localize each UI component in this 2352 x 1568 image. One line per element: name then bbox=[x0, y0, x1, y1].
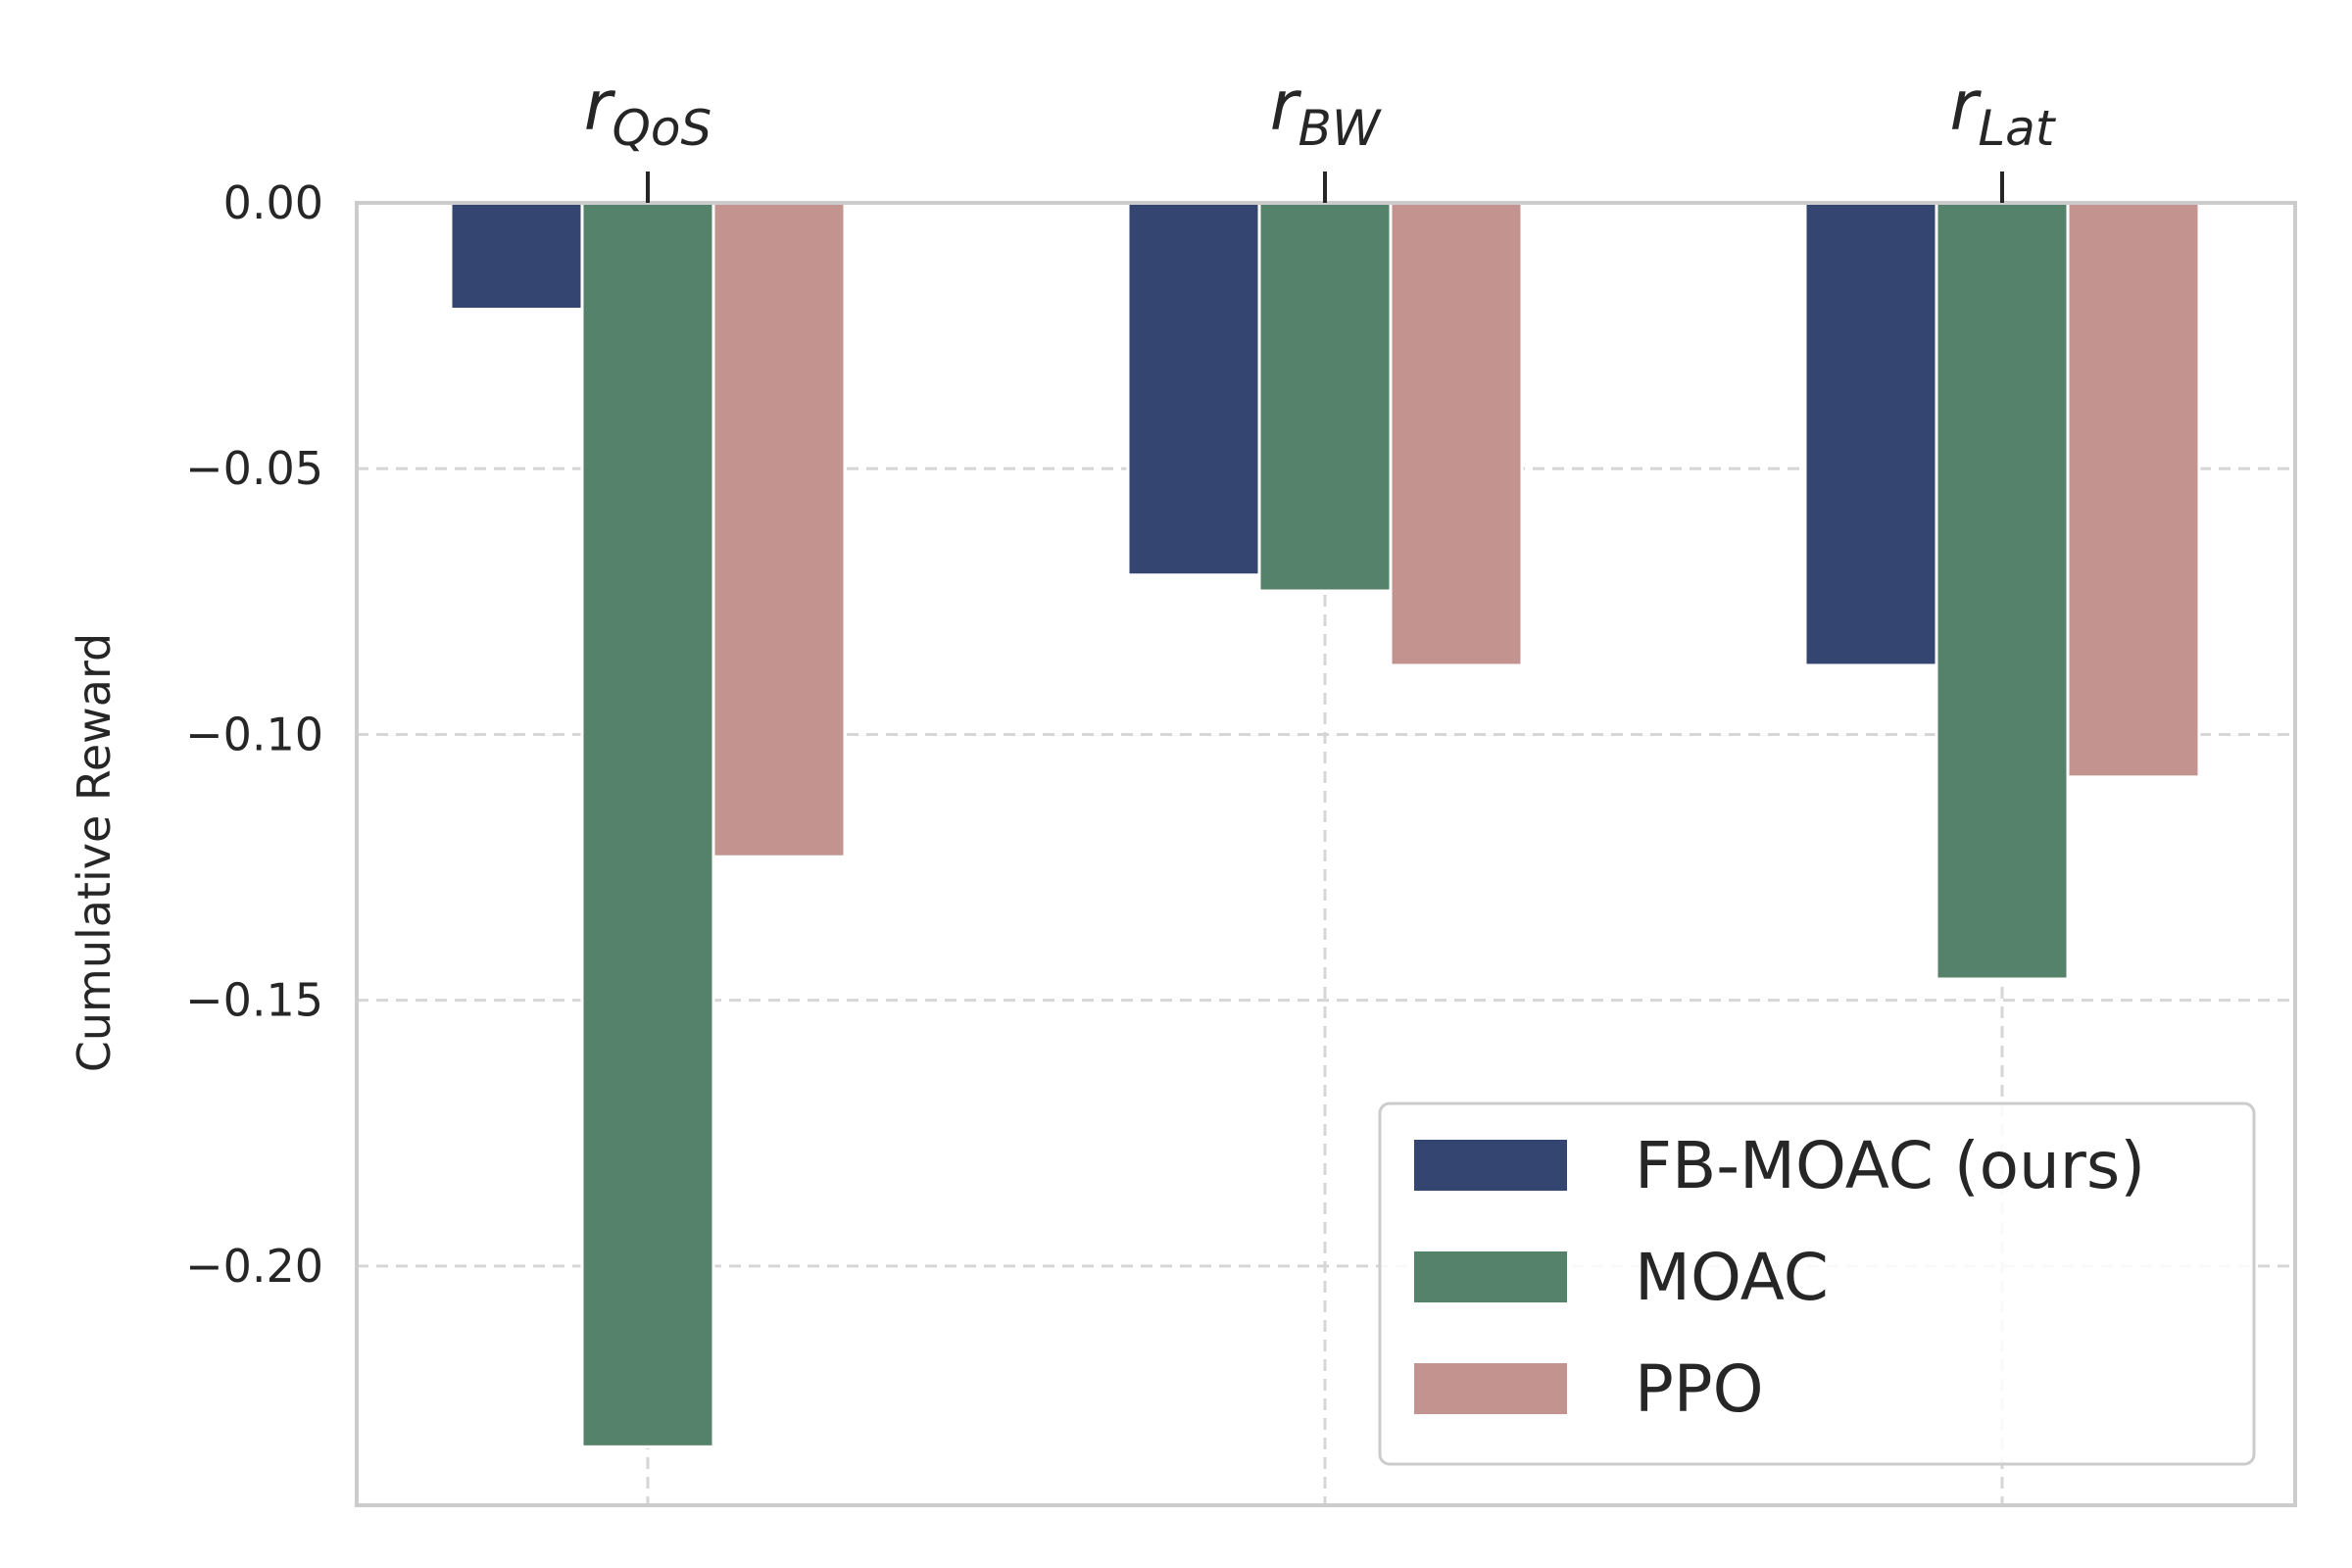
bar-moac bbox=[580, 201, 715, 1448]
bar-ppo bbox=[711, 201, 847, 858]
x-tick-label: rQoS bbox=[584, 66, 711, 157]
y-tick-label: −0.15 bbox=[185, 974, 323, 1027]
bar-fb-moac-ours bbox=[449, 201, 584, 311]
x-tick-label: rBW bbox=[1270, 66, 1382, 157]
legend-label: PPO bbox=[1635, 1351, 1764, 1427]
bar-moac bbox=[1935, 201, 2070, 981]
y-tick-label: −0.10 bbox=[185, 708, 323, 760]
y-tick-label: 0.00 bbox=[223, 176, 323, 229]
bar-ppo bbox=[1389, 201, 1524, 667]
legend-label: MOAC bbox=[1635, 1240, 1829, 1315]
bar-ppo bbox=[2066, 201, 2201, 779]
x-tick-label: rLat bbox=[1950, 66, 2057, 157]
y-axis-label: Cumulative Reward bbox=[68, 633, 121, 1072]
y-tick-label: −0.05 bbox=[185, 442, 323, 495]
legend-swatch bbox=[1412, 1361, 1569, 1416]
legend-swatch bbox=[1412, 1250, 1569, 1304]
legend-box bbox=[1378, 1102, 2256, 1466]
bar-fb-moac-ours bbox=[1126, 201, 1261, 577]
legend-label: FB-MOAC (ours) bbox=[1635, 1128, 2145, 1203]
tick-layer: 0.00 −0.05 −0.10 −0.15 −0.20 rQoS rBW rLat bbox=[185, 66, 2057, 1293]
bar-fb-moac-ours bbox=[1803, 201, 1938, 667]
y-tick-label: −0.20 bbox=[185, 1240, 323, 1293]
bar-moac bbox=[1257, 201, 1393, 593]
legend-swatch bbox=[1412, 1138, 1569, 1193]
bars-layer bbox=[449, 201, 2201, 1448]
legend: FB-MOAC (ours) MOAC PPO bbox=[1378, 1102, 2256, 1466]
